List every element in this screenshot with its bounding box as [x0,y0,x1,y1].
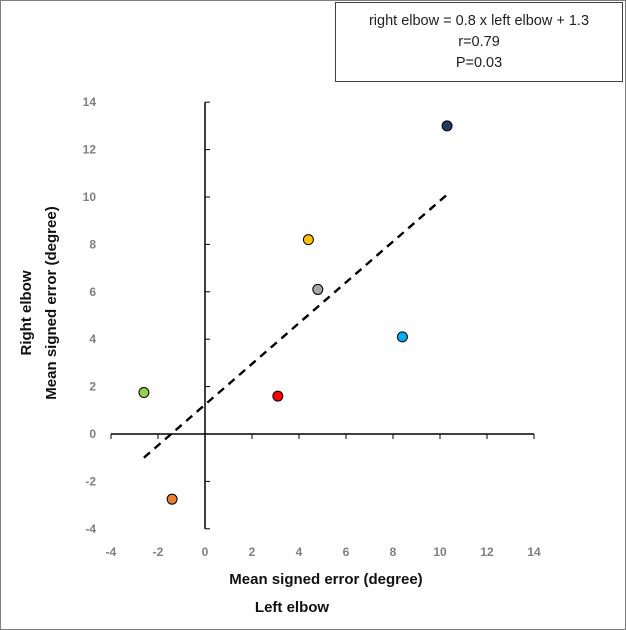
y-tick-label: 12 [83,143,97,157]
x-tick-label: 0 [202,545,209,559]
y-axis-label: Mean signed error (degree) [43,206,60,399]
x-tick-label: 12 [480,545,494,559]
correlation-value: r=0.79 [458,33,500,50]
data-point [138,387,150,399]
trendline [143,193,448,459]
data-point [312,283,324,295]
x-tick-label: 6 [343,545,350,559]
data-point [272,390,284,402]
y-tick-label: 10 [83,190,97,204]
data-point [441,120,453,132]
y-tick-label: 6 [89,285,96,299]
x-tick-label: 2 [249,545,256,559]
x-axis-label-secondary: Left elbow [255,599,329,616]
y-tick-label: -4 [85,522,96,536]
x-tick-label: 8 [390,545,397,559]
tick-labels: -4 -2 0 2 4 6 8 10 12 14 -4 -2 0 2 4 6 8 10 12 14 [83,95,541,559]
data-point [396,331,408,343]
regression-equation: right elbow = 0.8 x left elbow + 1.3 [368,12,590,29]
y-tick-label: 2 [89,380,96,394]
x-axis-label: Mean signed error (degree) [229,571,422,588]
y-tick-label: 0 [89,427,96,441]
points-group [138,120,453,505]
x-tick-label: -2 [153,545,164,559]
y-tick-label: 4 [89,332,96,346]
data-point [166,493,178,505]
axes [110,101,535,530]
y-tick-label: -2 [85,474,96,488]
x-tick-label: 10 [433,545,447,559]
y-tick-label: 8 [89,237,96,251]
trendline-group [143,193,448,459]
y-tick-label: 14 [83,95,97,109]
regression-annotation-box: right elbow = 0.8 x left elbow + 1.3 r=0… [335,2,623,82]
x-tick-label: 4 [296,545,303,559]
p-value: P=0.03 [455,54,503,71]
x-tick-label: 14 [527,545,541,559]
x-tick-label: -4 [106,545,117,559]
data-point [302,234,314,246]
y-axis-label-secondary: Right elbow [18,270,35,355]
